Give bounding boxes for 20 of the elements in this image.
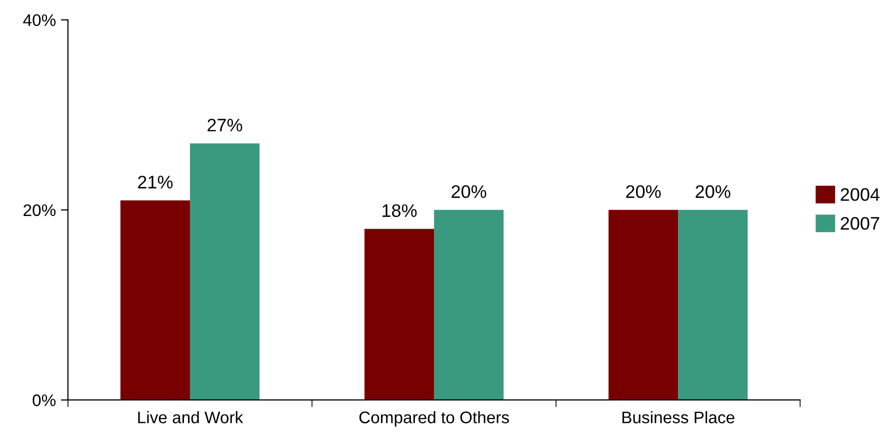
x-tick-label: Business Place (622, 411, 734, 424)
data-label: 21% (138, 176, 173, 188)
data-label: 20% (626, 185, 661, 198)
data-label: 20% (696, 185, 730, 198)
legend-label: 2004 (840, 188, 880, 201)
x-tick-label: Live and Work (138, 411, 244, 424)
y-tick-label: 0% (32, 394, 56, 406)
bar (190, 143, 260, 400)
data-label: 18% (382, 204, 417, 218)
y-tick-label: 20% (24, 204, 56, 216)
data-label: 27% (208, 118, 242, 132)
bar (364, 228, 434, 400)
bar (120, 200, 190, 400)
bar (434, 210, 504, 400)
bar (608, 210, 678, 400)
bar (678, 210, 748, 400)
data-label: 20% (452, 185, 486, 198)
legend-label: 2007 (840, 216, 880, 230)
x-tick-label: Compared to Others (359, 411, 509, 427)
y-tick-label: 40% (23, 14, 56, 26)
